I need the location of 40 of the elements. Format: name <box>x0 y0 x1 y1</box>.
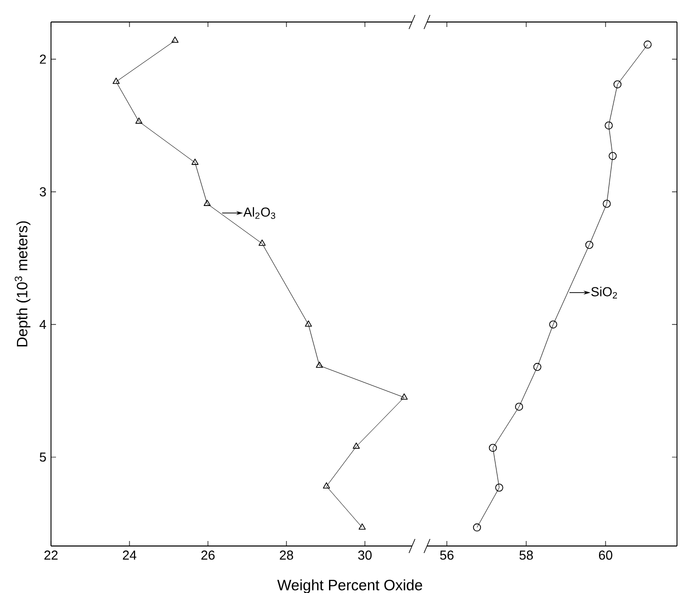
point <box>604 121 613 130</box>
y-tick-label: 5 <box>40 452 46 462</box>
point <box>613 80 622 88</box>
y-axis-title: Depth (10$^{3}$ meters) <box>14 221 30 346</box>
point <box>400 393 408 400</box>
point <box>533 362 542 371</box>
x-tick-label: 26 <box>201 550 215 560</box>
annotation: SiO$_{2}$ <box>591 286 617 298</box>
point <box>644 40 652 49</box>
annotation: Al$_{2}$O$_{3}$ <box>243 207 276 219</box>
point <box>258 240 266 246</box>
y-tick-label: 2 <box>40 54 46 64</box>
point <box>204 200 211 206</box>
x-axis-title: Weight Percent Oxide <box>277 579 422 593</box>
point <box>515 402 524 411</box>
x-tick-label: 30 <box>358 550 372 560</box>
y-tick-label: 4 <box>40 320 46 329</box>
point <box>171 36 179 43</box>
x-tick-label: 60 <box>599 550 612 560</box>
point <box>112 78 120 84</box>
point <box>549 320 558 328</box>
x-tick-label: 24 <box>122 550 136 560</box>
x-tick-label: 22 <box>44 550 58 560</box>
point <box>322 482 330 489</box>
point <box>135 117 142 124</box>
point <box>495 484 504 492</box>
x-tick-label: 28 <box>280 550 294 560</box>
point <box>191 158 199 165</box>
y-tick-label: 3 <box>40 187 46 196</box>
point <box>304 320 312 327</box>
x-tick-label: 58 <box>519 550 533 560</box>
point <box>473 523 482 532</box>
point <box>358 523 366 530</box>
point <box>608 152 617 160</box>
point <box>488 444 497 452</box>
point <box>585 240 594 249</box>
x-tick-label: 56 <box>440 550 454 560</box>
point <box>316 362 323 368</box>
point <box>602 200 611 208</box>
point <box>352 442 360 449</box>
